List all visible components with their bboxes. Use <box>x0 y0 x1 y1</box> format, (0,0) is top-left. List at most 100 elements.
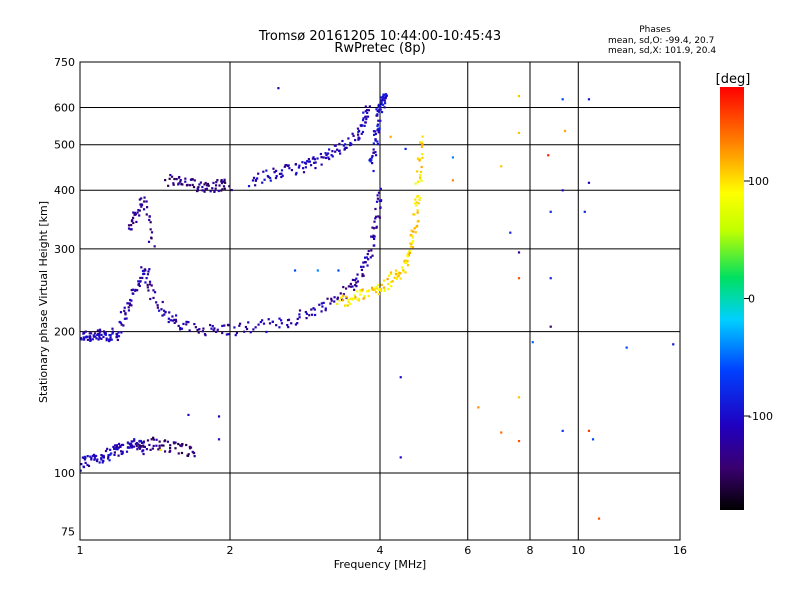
echo-point <box>157 448 160 451</box>
stats-x-line: mean, sd,X: 101.9, 20.4 <box>608 46 716 56</box>
echo-point <box>360 265 363 268</box>
echo-point <box>104 449 108 453</box>
echo-point <box>124 313 127 316</box>
echo-point <box>130 220 134 223</box>
echo-point <box>189 178 193 181</box>
echo-point <box>408 251 412 255</box>
echo-point <box>379 105 382 108</box>
echo-point <box>86 463 89 467</box>
echo-point <box>625 346 628 349</box>
echo-point <box>252 328 255 331</box>
echo-point <box>414 182 417 185</box>
echo-point <box>305 317 308 320</box>
echo-point <box>371 226 374 229</box>
echo-point <box>140 205 143 208</box>
echo-point <box>312 156 315 159</box>
echo-point <box>153 245 156 248</box>
echo-point <box>374 217 377 220</box>
echo-point <box>247 184 251 188</box>
echo-point <box>378 216 381 219</box>
echo-point <box>169 447 172 450</box>
echo-point <box>81 456 85 459</box>
echo-point <box>344 287 348 290</box>
echo-point <box>213 327 216 330</box>
echo-point <box>136 448 139 451</box>
echo-point <box>196 189 200 192</box>
echo-point <box>376 109 379 113</box>
echo-point <box>351 285 354 288</box>
echo-point <box>420 165 423 169</box>
echo-point <box>336 297 339 301</box>
echo-point <box>517 94 521 98</box>
echo-point <box>272 167 275 170</box>
echo-point <box>376 283 380 287</box>
echo-point <box>404 147 407 151</box>
echo-point <box>84 461 87 465</box>
echo-point <box>187 453 190 456</box>
echo-point <box>517 251 521 254</box>
echo-point <box>91 338 94 341</box>
echo-point <box>353 297 356 300</box>
echo-point <box>369 160 372 163</box>
echo-point <box>80 462 83 466</box>
echo-point <box>82 465 85 468</box>
echo-point <box>133 213 137 216</box>
echo-point <box>339 296 342 299</box>
y-axis-label: Stationary phase Virtual Height [km] <box>37 201 50 403</box>
echo-point <box>184 177 187 180</box>
echo-point <box>252 176 256 179</box>
echo-point <box>150 231 154 234</box>
echo-point <box>117 446 120 449</box>
echo-point <box>373 289 376 292</box>
echo-point <box>121 443 125 447</box>
echo-point <box>89 339 92 342</box>
echo-point <box>372 237 376 241</box>
echo-point <box>175 178 178 181</box>
echo-point <box>307 158 310 161</box>
echo-point <box>363 260 367 264</box>
echo-point <box>106 447 109 450</box>
echo-point <box>149 228 152 231</box>
echo-point <box>364 115 367 118</box>
echo-point <box>280 322 284 325</box>
echo-point <box>152 289 155 292</box>
echo-point <box>228 185 231 188</box>
echo-point <box>346 304 349 307</box>
echo-point <box>141 269 145 273</box>
echo-point <box>381 99 384 102</box>
echo-point <box>254 326 257 329</box>
echo-point <box>366 111 369 115</box>
echo-point <box>102 330 106 333</box>
echo-point <box>223 179 226 183</box>
echo-point <box>376 143 380 146</box>
echo-point <box>127 309 131 312</box>
echo-point <box>374 286 377 289</box>
echo-point <box>130 304 133 307</box>
echo-point <box>591 438 595 441</box>
echo-point <box>337 269 340 272</box>
echo-point <box>451 179 455 182</box>
echo-point <box>215 181 218 184</box>
echo-point <box>369 157 372 161</box>
echo-point <box>336 148 339 151</box>
echo-point <box>117 335 121 338</box>
echo-point <box>365 117 368 121</box>
echo-point <box>339 152 342 155</box>
echo-point <box>220 189 223 192</box>
echo-point <box>342 294 345 297</box>
echo-point <box>221 324 224 328</box>
echo-point <box>139 276 142 280</box>
echo-point <box>212 329 215 332</box>
echo-point <box>217 189 220 193</box>
echo-point <box>363 295 366 298</box>
echo-point <box>310 308 313 311</box>
echo-point <box>338 149 341 152</box>
echo-point <box>477 406 480 409</box>
echo-point <box>344 143 347 146</box>
echo-point <box>356 298 359 301</box>
echo-point <box>115 335 118 339</box>
echo-point <box>185 320 188 323</box>
echo-point <box>298 164 301 167</box>
echo-point <box>561 189 564 192</box>
echo-point <box>287 325 290 329</box>
